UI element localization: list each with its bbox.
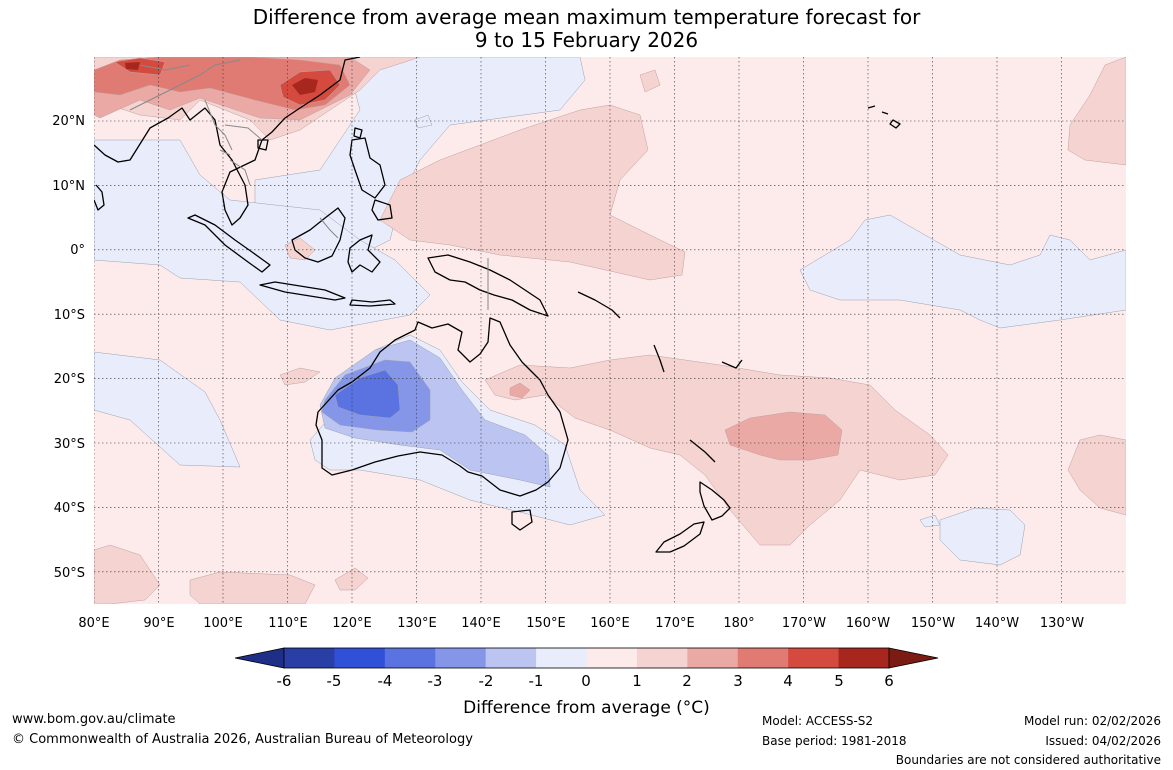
- lon-label: 130°E: [397, 616, 437, 631]
- issued-date: Issued: 04/02/2026: [1045, 734, 1161, 748]
- lon-label: 90°E: [143, 616, 174, 631]
- colorbar-cell: [435, 648, 487, 668]
- model-run-date: Model run: 02/02/2026: [1023, 714, 1161, 728]
- map-title-line-1: Difference from average mean maximum tem…: [252, 5, 921, 29]
- lon-label: 160°W: [846, 616, 890, 631]
- website-link[interactable]: www.bom.gov.au/climate: [12, 712, 176, 727]
- lon-label: 140°E: [461, 616, 501, 631]
- copyright-text: © Commonwealth of Australia 2026, Austra…: [12, 732, 473, 747]
- colorbar-tick: -6: [277, 672, 292, 690]
- lon-label: 180°: [723, 616, 754, 631]
- lon-label: 150°E: [526, 616, 566, 631]
- lat-label: 10°S: [54, 308, 85, 323]
- lon-label: 100°E: [203, 616, 243, 631]
- colorbar-tick: 0: [581, 672, 591, 690]
- boundaries-disclaimer: Boundaries are not considered authoritat…: [895, 753, 1161, 767]
- graticule: [94, 57, 1126, 604]
- colorbar-tick: -1: [529, 672, 544, 690]
- colorbar-cell: [536, 648, 587, 668]
- colorbar-under-arrow: [234, 647, 285, 669]
- colorbar-cell: [334, 648, 386, 668]
- lat-label: 0°: [70, 243, 85, 258]
- colorbar-tick: 3: [733, 672, 743, 690]
- map-title-line-2: 9 to 15 February 2026: [474, 28, 699, 52]
- lat-label: 40°S: [54, 501, 85, 516]
- colorbar-tick: 4: [783, 672, 793, 690]
- lon-label: 170°W: [782, 616, 826, 631]
- colorbar-tick: 1: [632, 672, 642, 690]
- colorbar-tick: 5: [834, 672, 844, 690]
- colorbar-label: Difference from average (°C): [463, 698, 710, 718]
- colorbar-tick: 6: [884, 672, 894, 690]
- colorbar-cell: [636, 648, 688, 668]
- colorbar-tick: -5: [327, 672, 342, 690]
- colorbar-tick: 2: [682, 672, 692, 690]
- model-name: Model: ACCESS-S2: [762, 714, 874, 728]
- colorbar-tick: -2: [479, 672, 494, 690]
- lon-label: 80°E: [78, 616, 109, 631]
- lat-label: 50°S: [54, 566, 85, 581]
- colorbar-cell: [485, 648, 537, 668]
- country-borders: [129, 59, 489, 310]
- anomaly-cool-strongest: [334, 369, 401, 419]
- lat-label: 20°S: [54, 372, 85, 387]
- colorbar-frame: [283, 647, 890, 669]
- colorbar-cell: [384, 648, 436, 668]
- base-period: Base period: 1981-2018: [762, 734, 907, 748]
- lat-label: 20°N: [52, 114, 85, 129]
- colorbar: -6 -5 -4 -3 -2 -1 0 1 2 3 4 5 6: [234, 647, 939, 690]
- colorbar-cell: [586, 648, 638, 668]
- lon-label: 120°E: [332, 616, 372, 631]
- colorbar-cell: [737, 648, 789, 668]
- lon-label: 130°W: [1040, 616, 1084, 631]
- lon-label: 140°W: [975, 616, 1019, 631]
- colorbar-over-arrow: [888, 647, 939, 669]
- map-plot-area: [94, 57, 1126, 604]
- lat-label: 10°N: [52, 179, 85, 194]
- lon-label: 160°E: [590, 616, 630, 631]
- lon-label: 170°E: [655, 616, 695, 631]
- colorbar-tick: -4: [378, 672, 393, 690]
- colorbar-cell: [838, 648, 890, 668]
- colorbar-cell: [687, 648, 739, 668]
- colorbar-cell: [284, 648, 335, 668]
- coastlines: [94, 57, 901, 553]
- colorbar-tick: -3: [428, 672, 443, 690]
- lon-label: 110°E: [268, 616, 308, 631]
- colorbar-cell: [788, 648, 840, 668]
- anomaly-warm-strongest: [125, 62, 318, 95]
- lon-label: 150°W: [911, 616, 955, 631]
- lat-label: 30°S: [54, 437, 85, 452]
